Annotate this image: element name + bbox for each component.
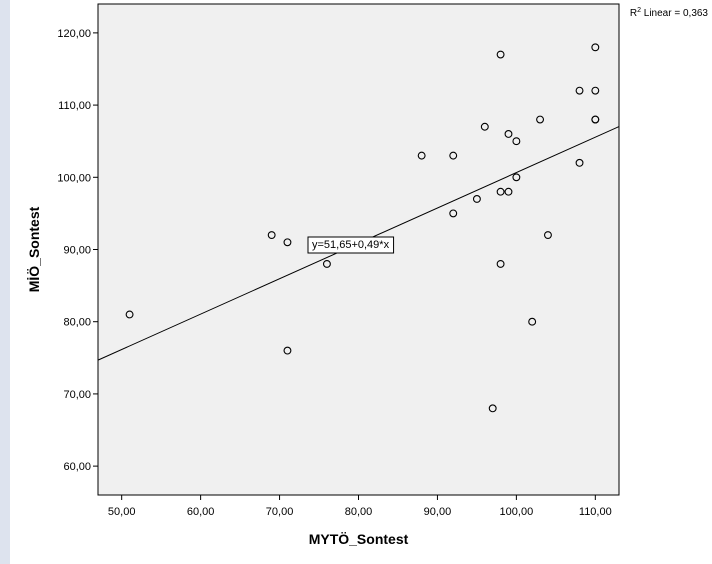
scatter-point [480, 122, 489, 131]
x-tick-label: 90,00 [424, 506, 452, 518]
y-tick-label: 80,00 [63, 317, 91, 329]
y-tick-label: 70,00 [63, 389, 91, 401]
scatter-point [575, 158, 584, 167]
y-tick-label: 100,00 [57, 172, 91, 184]
r2-superscript: 2 [637, 7, 641, 14]
scatter-point [544, 231, 552, 240]
y-axis: 60,00 70,00 80,00 90,00 100,00 110,00 120,00 [57, 28, 98, 473]
x-tick-label: 110,00 [579, 506, 612, 518]
left-margin-strip [0, 0, 10, 564]
scatter-point [125, 310, 134, 319]
scatter-point [283, 238, 292, 247]
scatter-point [449, 209, 458, 218]
scatter-point [496, 50, 505, 59]
x-tick-label: 60,00 [187, 506, 215, 518]
x-tick-label: 100,00 [500, 506, 534, 518]
x-tick-label: 80,00 [345, 506, 373, 518]
scatter-point [504, 187, 513, 196]
r2-prefix: R [630, 8, 637, 19]
scatter-point [528, 317, 537, 326]
scatter-point [472, 195, 481, 203]
fit-equation-box: y=51,65+0,49*x [307, 236, 395, 254]
scatter-point [322, 259, 331, 268]
scatter-point [591, 86, 600, 95]
scatter-point [536, 115, 545, 124]
scatter-point [283, 346, 292, 355]
y-tick-label: 120,00 [57, 28, 91, 40]
x-tick-label: 50,00 [108, 506, 136, 518]
y-tick-label: 110,00 [58, 100, 91, 112]
x-tick-label: 70,00 [266, 506, 294, 518]
x-axis: 50,00 60,00 70,00 80,00 90,00 100,00 110,00 [108, 495, 612, 518]
scatter-point [267, 231, 276, 240]
y-tick-label: 90,00 [63, 245, 91, 257]
scatter-point [496, 187, 505, 196]
scatter-point [417, 151, 426, 160]
scatter-point [512, 173, 521, 182]
scatter-point [504, 130, 513, 138]
scatter-point [591, 43, 600, 52]
scatter-point [488, 404, 497, 413]
r2-suffix: Linear = 0,363 [641, 8, 708, 19]
data-points [125, 43, 600, 413]
scatter-point [575, 86, 584, 95]
scatter-point [591, 115, 600, 124]
y-axis-title: MİÖ_Sontest [26, 206, 42, 292]
scatter-point [496, 259, 505, 268]
x-axis-title: MYTÖ_Sontest [309, 531, 409, 547]
fit-equation-label: y=51,65+0,49*x [312, 239, 390, 251]
scatter-point [512, 137, 521, 146]
r-squared-label: R2 Linear = 0,363 [630, 7, 709, 19]
y-tick-label: 60,00 [63, 461, 91, 473]
scatter-point [449, 151, 458, 160]
